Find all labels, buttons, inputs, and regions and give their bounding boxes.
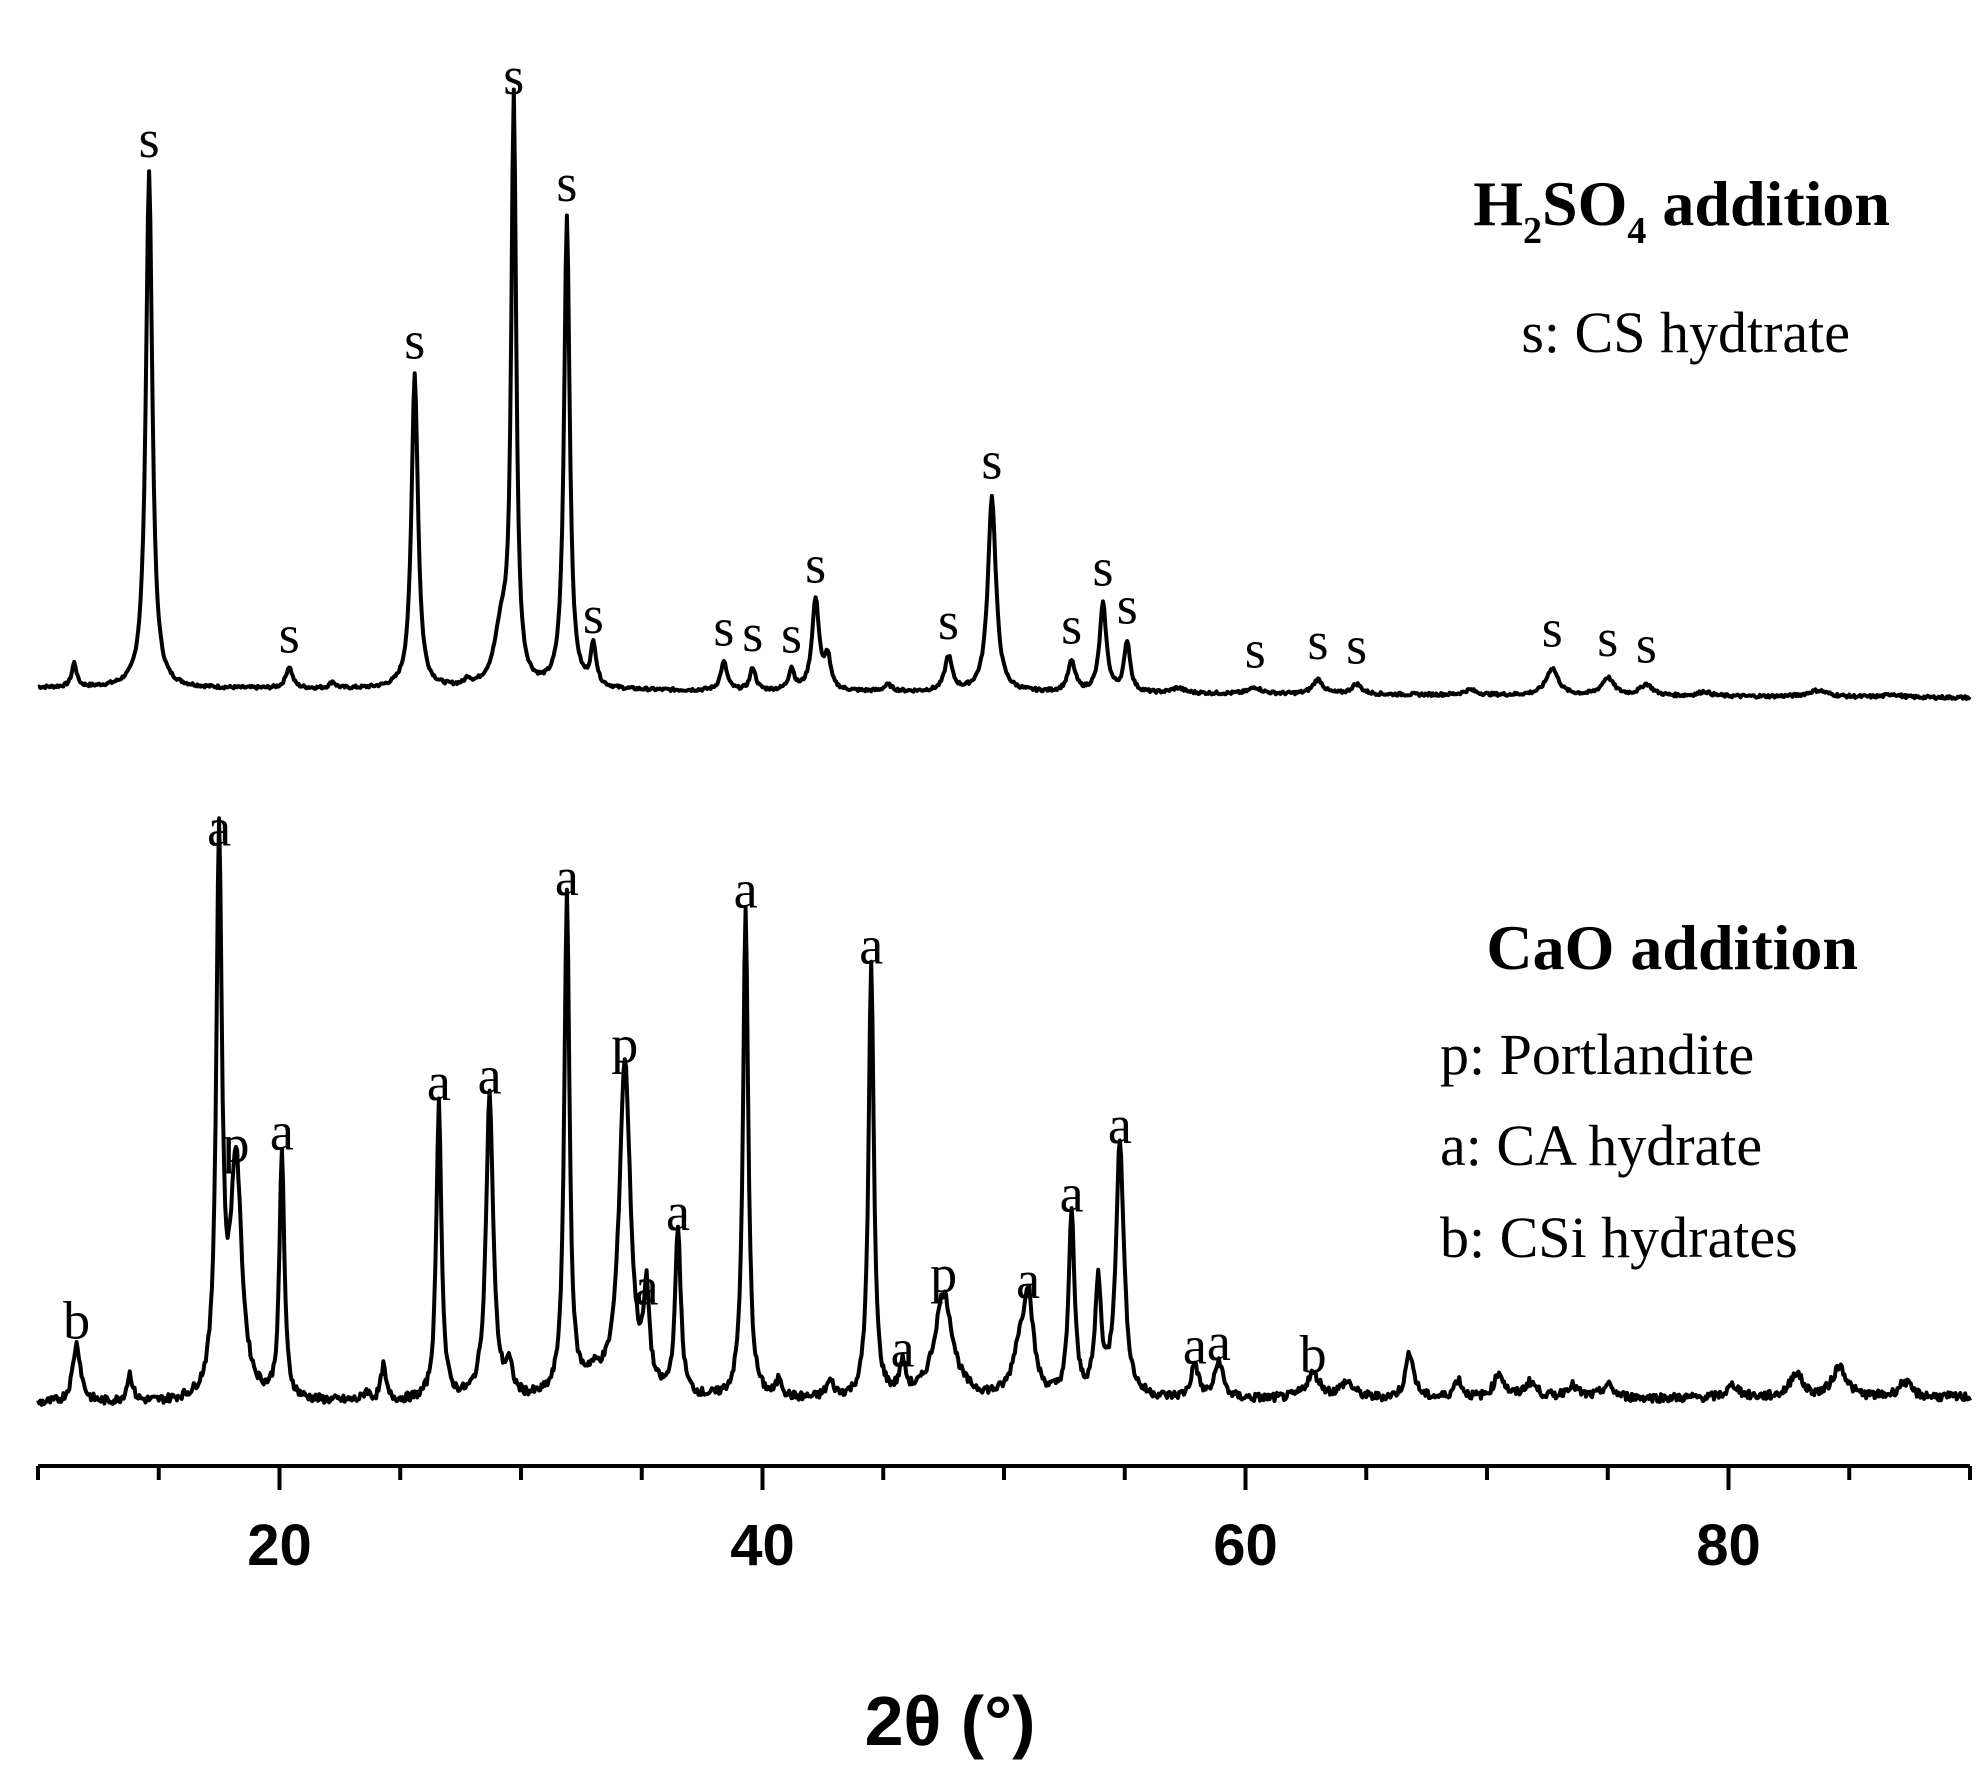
h2so4-title: H2SO4 addition: [1473, 168, 1890, 252]
x-axis-label: 2θ (°): [865, 1682, 1036, 1760]
h2so4-title-sub2: 4: [1627, 210, 1646, 252]
peak-label: a: [1016, 1250, 1040, 1310]
x-axis: 20 40 60 80: [36, 1464, 1972, 1578]
peak-label: s: [713, 597, 734, 657]
peak-label: a: [1207, 1312, 1231, 1372]
peak-label: s: [1346, 616, 1367, 676]
peak-label: a: [478, 1046, 502, 1106]
peak-label: a: [635, 1256, 659, 1316]
peak-label: s: [139, 109, 160, 169]
peak-label: b: [63, 1291, 90, 1351]
peak-label: a: [555, 847, 579, 907]
x-tick-label: 60: [1213, 1513, 1278, 1578]
peak-label: s: [1117, 575, 1138, 635]
peak-label: a: [1060, 1163, 1084, 1223]
x-tick-label: 80: [1696, 1513, 1761, 1578]
cao-panel-title: CaO addition p: Portlandite a: CA hydrat…: [1440, 912, 1858, 1270]
peak-label: s: [1092, 538, 1113, 598]
cao-legend-b: b: CSi hydrates: [1440, 1205, 1798, 1270]
peak-label: s: [1636, 614, 1657, 674]
peak-label: s: [1245, 619, 1266, 679]
peak-label: a: [1108, 1095, 1132, 1155]
x-tick-label: 40: [730, 1513, 795, 1578]
peak-label: s: [583, 585, 604, 645]
peak-label: a: [270, 1101, 294, 1161]
x-tick-label: 20: [247, 1513, 312, 1578]
peak-label: s: [1542, 599, 1563, 659]
peak-label: s: [503, 46, 524, 106]
peak-label: s: [1307, 611, 1328, 671]
peak-label: s: [556, 153, 577, 213]
cao-pattern-line: [36, 816, 1972, 1407]
h2so4-title-h: H: [1473, 168, 1523, 239]
peak-label: a: [207, 798, 231, 858]
series-curves: [36, 87, 1972, 1407]
cao-title: CaO addition: [1486, 912, 1858, 983]
h2so4-legend-s: s: CS hydtrate: [1521, 300, 1850, 365]
peak-label: s: [1597, 608, 1618, 668]
peak-label: a: [859, 915, 883, 975]
h2so4-title-so: SO: [1542, 168, 1627, 239]
peak-label: s: [742, 603, 763, 663]
peak-label: a: [427, 1052, 451, 1112]
peak-label: s: [279, 604, 300, 664]
peak-label: a: [734, 860, 758, 920]
h2so4-title-sub1: 2: [1523, 210, 1542, 252]
h2so4-title-addition: addition: [1646, 168, 1890, 239]
peak-label: b: [1300, 1325, 1327, 1385]
cao-legend-a: a: CA hydrate: [1440, 1113, 1762, 1178]
peak-label: a: [891, 1318, 915, 1378]
peak-label: p: [930, 1244, 957, 1304]
peak-label: a: [666, 1182, 690, 1242]
x-axis-ticks: 20 40 60 80: [36, 1466, 1972, 1578]
peak-label: s: [805, 534, 826, 594]
peak-label: p: [611, 1015, 638, 1075]
h2so4-panel-title: H2SO4 addition s: CS hydtrate: [1473, 168, 1890, 365]
peak-label: a: [1183, 1315, 1207, 1375]
peak-label: s: [781, 604, 802, 664]
peak-label: s: [981, 430, 1002, 490]
peak-label: s: [404, 311, 425, 371]
peak-label: s: [1061, 596, 1082, 656]
cao-legend-p: p: Portlandite: [1440, 1022, 1754, 1087]
h2so4-pattern-line: [37, 87, 1972, 701]
peak-label: p: [223, 1114, 250, 1174]
peak-label: s: [938, 591, 959, 651]
